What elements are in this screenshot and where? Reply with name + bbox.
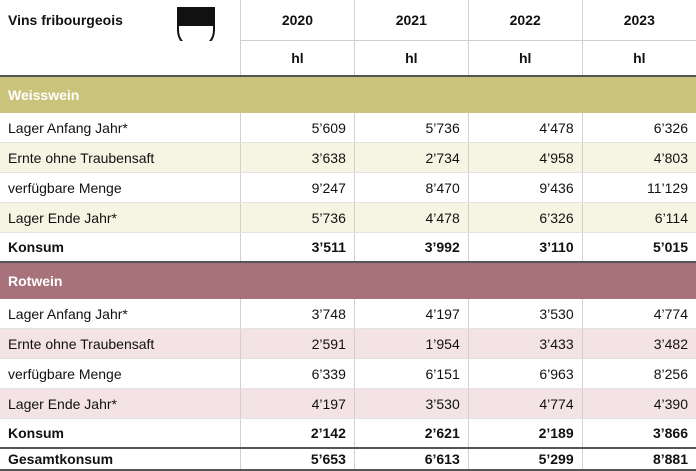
value-cell: 11’129: [581, 172, 696, 203]
value-cell: 2’591: [240, 328, 355, 359]
data-row: Lager Ende Jahr* 4’197 3’530 4’774 4’390: [0, 388, 696, 419]
year-header: 2020: [240, 0, 355, 41]
value-cell: 6’613: [353, 448, 469, 471]
total-row: Konsum 3’511 3’992 3’110 5’015: [0, 232, 696, 263]
value-cell: 5’609: [240, 113, 355, 143]
row-label: Ernte ohne Traubensaft: [0, 328, 241, 359]
value-cell: 3’110: [467, 232, 583, 263]
value-cell: 8’256: [581, 358, 696, 389]
value-cell: 6’326: [581, 113, 696, 143]
data-row: Lager Anfang Jahr* 5’609 5’736 4’478 6’326: [0, 113, 696, 143]
value-cell: 4’197: [240, 388, 355, 419]
data-row: Lager Ende Jahr* 5’736 4’478 6’326 6’114: [0, 202, 696, 233]
data-row: verfügbare Menge 6’339 6’151 6’963 8’256: [0, 358, 696, 389]
value-cell: 4’478: [467, 113, 583, 143]
data-row: Ernte ohne Traubensaft 3’638 2’734 4’958 4’8…: [0, 142, 696, 173]
row-label: Lager Anfang Jahr*: [0, 299, 241, 329]
year-header: 2021: [353, 0, 469, 41]
unit-header: hl: [467, 40, 583, 77]
value-cell: 5’736: [353, 113, 469, 143]
value-cell: 2’734: [353, 142, 469, 173]
year-header: 2022: [467, 0, 583, 41]
value-cell: 3’866: [581, 418, 696, 449]
value-cell: 5’299: [467, 448, 583, 471]
row-label: verfügbare Menge: [0, 358, 241, 389]
year-header: 2023: [581, 0, 696, 41]
row-label: Lager Ende Jahr*: [0, 202, 241, 233]
value-cell: 9’247: [240, 172, 355, 203]
value-cell: 4’478: [353, 202, 469, 233]
value-cell: 6’963: [467, 358, 583, 389]
row-label: Konsum: [0, 232, 241, 263]
data-row: verfügbare Menge 9’247 8’470 9’436 11’129: [0, 172, 696, 203]
unit-header: hl: [581, 40, 696, 77]
grand-total-row: Gesamtkonsum 5’653 6’613 5’299 8’881: [0, 448, 696, 471]
value-cell: 2’142: [240, 418, 355, 449]
unit-header: hl: [353, 40, 469, 77]
value-cell: 5’736: [240, 202, 355, 233]
total-row: Konsum 2’142 2’621 2’189 3’866: [0, 418, 696, 449]
data-row: Ernte ohne Traubensaft 2’591 1’954 3’433 3’4…: [0, 328, 696, 359]
value-cell: 5’015: [581, 232, 696, 263]
section-header: Rotwein: [0, 262, 696, 299]
row-label: Ernte ohne Traubensaft: [0, 142, 241, 173]
row-label: Gesamtkonsum: [0, 448, 241, 471]
row-label: Lager Anfang Jahr*: [0, 113, 241, 143]
value-cell: 6’339: [240, 358, 355, 389]
fribourg-shield: [177, 7, 215, 41]
value-cell: 3’992: [353, 232, 469, 263]
data-row: Lager Anfang Jahr* 3’748 4’197 3’530 4’774: [0, 299, 696, 329]
value-cell: 9’436: [467, 172, 583, 203]
unit-row: hl hl hl hl: [0, 40, 696, 77]
section-name: Weisswein: [0, 76, 696, 113]
value-cell: 3’748: [240, 299, 355, 329]
value-cell: 4’803: [581, 142, 696, 173]
header-row: Vins fribourgeois 2020 2021 2022 2023: [0, 0, 696, 41]
row-label: Lager Ende Jahr*: [0, 388, 241, 419]
value-cell: 3’530: [353, 388, 469, 419]
empty-cell: [0, 40, 241, 77]
value-cell: 8’470: [353, 172, 469, 203]
value-cell: 3’482: [581, 328, 696, 359]
value-cell: 4’390: [581, 388, 696, 419]
row-label: Konsum: [0, 418, 241, 449]
value-cell: 3’530: [467, 299, 583, 329]
section-header: Weisswein: [0, 76, 696, 113]
value-cell: 3’511: [240, 232, 355, 263]
value-cell: 4’958: [467, 142, 583, 173]
value-cell: 1’954: [353, 328, 469, 359]
value-cell: 3’433: [467, 328, 583, 359]
row-label: verfügbare Menge: [0, 172, 241, 203]
value-cell: 3’638: [240, 142, 355, 173]
title-cell: Vins fribourgeois: [0, 0, 241, 41]
unit-header: hl: [240, 40, 355, 77]
value-cell: 5’653: [240, 448, 355, 471]
section-name: Rotwein: [0, 262, 696, 299]
value-cell: 6’114: [581, 202, 696, 233]
value-cell: 6’326: [467, 202, 583, 233]
value-cell: 2’621: [353, 418, 469, 449]
value-cell: 8’881: [581, 448, 696, 471]
table-title: Vins fribourgeois: [8, 12, 123, 29]
value-cell: 2’189: [467, 418, 583, 449]
value-cell: 4’774: [581, 299, 696, 329]
value-cell: 6’151: [353, 358, 469, 389]
value-cell: 4’774: [467, 388, 583, 419]
value-cell: 4’197: [353, 299, 469, 329]
